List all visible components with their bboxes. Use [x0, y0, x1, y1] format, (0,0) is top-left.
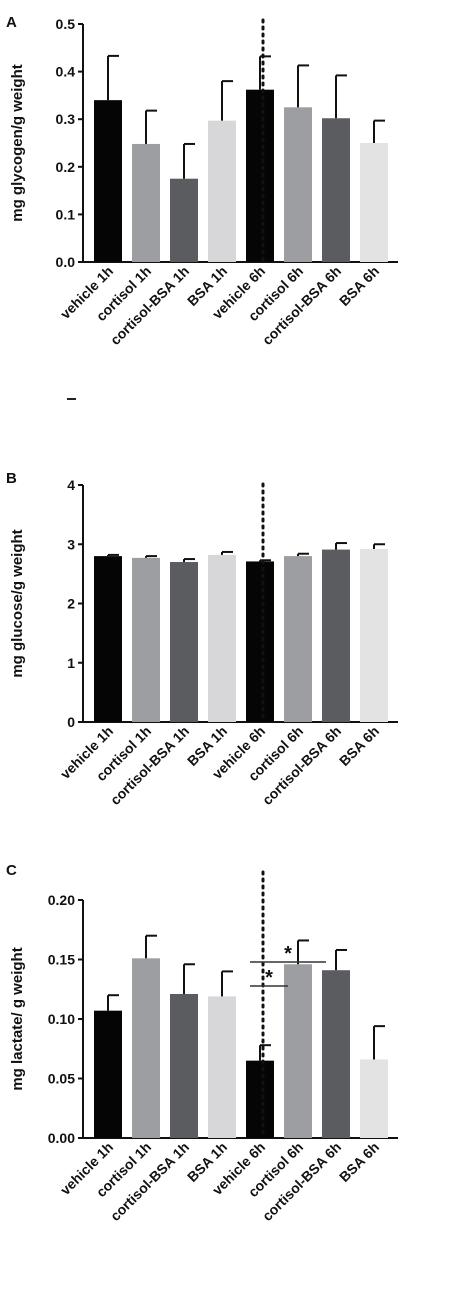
y-tick-label: 0.2: [56, 159, 76, 175]
y-axis-title: mg lactate/ g weight: [9, 947, 26, 1090]
y-tick-label: 0: [67, 714, 75, 730]
stray-dash-mark: [67, 398, 76, 400]
x-tick-label: BSA 6h: [336, 1139, 382, 1185]
significance-star: *: [284, 943, 292, 965]
bar: [322, 118, 350, 262]
bar: [132, 958, 160, 1138]
bar: [322, 549, 350, 722]
y-tick-label: 1: [67, 655, 75, 671]
bar: [170, 562, 198, 722]
y-tick-label: 0.5: [56, 16, 76, 32]
bar: [246, 561, 274, 722]
y-axis-title: mg glycogen/g weight: [9, 64, 26, 222]
bar: [284, 964, 312, 1138]
bar: [208, 554, 236, 722]
y-tick-label: 0.1: [56, 206, 76, 222]
y-tick-label: 2: [67, 596, 75, 612]
lactate-chart: 0.00 0.05 0.10 0.15 0.20 mg lactate/ g weight…: [9, 870, 398, 1224]
y-tick-label: 0.05: [48, 1071, 75, 1087]
panel-letter-a: A: [6, 14, 17, 31]
glycogen-chart: 0.00.10.20.30.40.5mg glycogen/g weightve…: [9, 16, 398, 348]
bar: [322, 970, 350, 1138]
panel-letter-c: C: [6, 862, 17, 879]
bar: [360, 548, 388, 722]
y-tick-label: 0.15: [48, 952, 75, 968]
y-tick-label: 0.20: [48, 892, 75, 908]
bar: [246, 89, 274, 262]
y-tick-label: 0.00: [48, 1130, 75, 1146]
bar: [208, 996, 236, 1138]
y-axis-title: mg glucose/g weight: [9, 529, 26, 677]
significance-star: *: [265, 967, 273, 989]
bar: [170, 994, 198, 1138]
y-tick-label: 3: [67, 536, 75, 552]
x-tick-label: BSA 6h: [336, 723, 382, 769]
bar: [284, 107, 312, 262]
bar: [360, 143, 388, 262]
bar: [94, 556, 122, 722]
bar: [94, 1010, 122, 1138]
bar: [132, 557, 160, 722]
bar: [284, 556, 312, 722]
x-tick-label: BSA 6h: [336, 263, 382, 309]
y-tick-label: 0.4: [56, 64, 76, 80]
bar: [208, 120, 236, 263]
y-tick-label: 0.0: [56, 254, 76, 270]
y-tick-label: 0.3: [56, 111, 76, 127]
bar: [94, 100, 122, 262]
bar: [170, 178, 198, 262]
y-tick-label: 0.10: [48, 1011, 75, 1027]
bar: [246, 1060, 274, 1138]
bar: [360, 1059, 388, 1138]
y-tick-label: 4: [67, 477, 75, 493]
panel-letter-b: B: [6, 470, 17, 487]
bar: [132, 143, 160, 262]
